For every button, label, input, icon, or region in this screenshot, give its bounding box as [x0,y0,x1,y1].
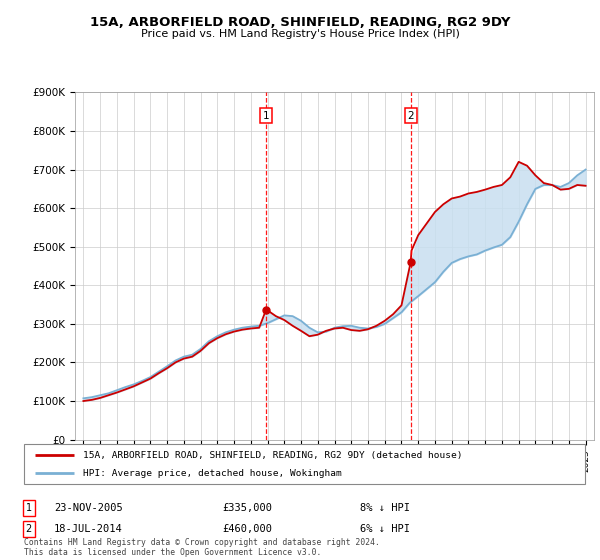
Text: 1: 1 [26,503,32,513]
Text: 2: 2 [26,524,32,534]
Text: 6% ↓ HPI: 6% ↓ HPI [360,524,410,534]
Text: 23-NOV-2005: 23-NOV-2005 [54,503,123,513]
Text: 18-JUL-2014: 18-JUL-2014 [54,524,123,534]
Text: £460,000: £460,000 [222,524,272,534]
Text: Contains HM Land Registry data © Crown copyright and database right 2024.
This d: Contains HM Land Registry data © Crown c… [24,538,380,557]
Text: HPI: Average price, detached house, Wokingham: HPI: Average price, detached house, Woki… [83,469,341,478]
Text: 15A, ARBORFIELD ROAD, SHINFIELD, READING, RG2 9DY: 15A, ARBORFIELD ROAD, SHINFIELD, READING… [90,16,510,29]
Text: £335,000: £335,000 [222,503,272,513]
Text: 8% ↓ HPI: 8% ↓ HPI [360,503,410,513]
FancyBboxPatch shape [24,444,585,484]
Text: 1: 1 [263,110,269,120]
Text: 15A, ARBORFIELD ROAD, SHINFIELD, READING, RG2 9DY (detached house): 15A, ARBORFIELD ROAD, SHINFIELD, READING… [83,451,463,460]
Text: 2: 2 [407,110,414,120]
Text: Price paid vs. HM Land Registry's House Price Index (HPI): Price paid vs. HM Land Registry's House … [140,29,460,39]
